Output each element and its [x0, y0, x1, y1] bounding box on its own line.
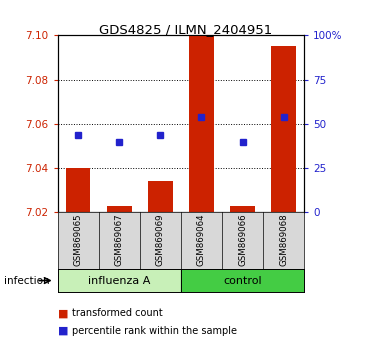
Text: GSM869069: GSM869069: [156, 213, 165, 266]
Bar: [230, 206, 255, 212]
Text: GSM869064: GSM869064: [197, 213, 206, 266]
Bar: [271, 46, 296, 212]
Bar: [181, 269, 304, 292]
Bar: [58, 269, 181, 292]
Text: GSM869067: GSM869067: [115, 213, 124, 266]
Text: GSM869066: GSM869066: [238, 213, 247, 266]
Text: infection: infection: [4, 275, 49, 286]
Text: GSM869068: GSM869068: [279, 213, 288, 266]
Bar: [107, 206, 131, 212]
Text: ■: ■: [58, 308, 68, 318]
Text: percentile rank within the sample: percentile rank within the sample: [72, 326, 237, 336]
Text: influenza A: influenza A: [88, 275, 150, 286]
Bar: [189, 35, 214, 212]
Text: GDS4825 / ILMN_2404951: GDS4825 / ILMN_2404951: [99, 23, 272, 36]
Bar: [66, 168, 91, 212]
Text: ■: ■: [58, 326, 68, 336]
Bar: [148, 181, 173, 212]
Text: GSM869065: GSM869065: [73, 213, 83, 266]
Text: control: control: [223, 275, 262, 286]
Text: transformed count: transformed count: [72, 308, 163, 318]
